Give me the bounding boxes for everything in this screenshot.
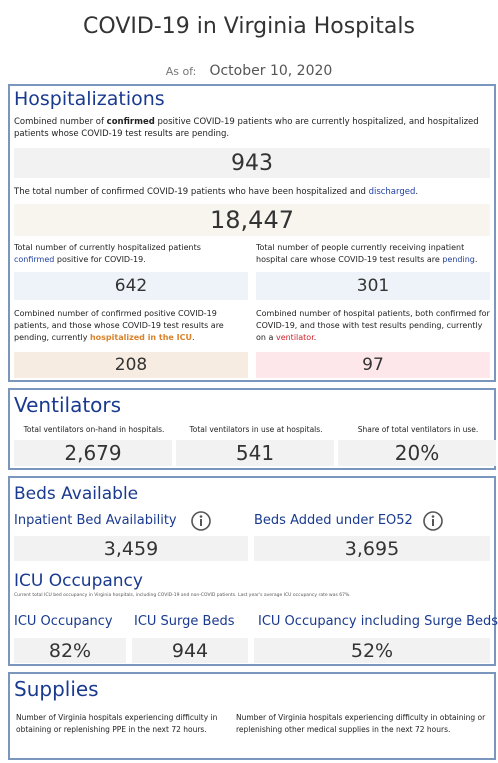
text: ventilator: [275, 333, 314, 342]
text: .: [474, 255, 478, 264]
note: Current total ICU bed occupancy in Virgi…: [14, 593, 351, 598]
value: 301: [256, 272, 490, 300]
text: hospitalized in the ICU: [89, 333, 192, 342]
value: 642: [14, 272, 248, 300]
label: Total ventilators in use at hospitals.: [189, 425, 323, 434]
info-icon[interactable]: [422, 510, 444, 532]
text: Total number of currently hospitalized p…: [14, 243, 201, 252]
text: positive COVID-19 patients who are curre…: [14, 117, 479, 139]
value: 208: [14, 352, 248, 378]
description: Number of Virginia hospitals experiencin…: [236, 713, 486, 734]
value: 944: [132, 638, 248, 663]
value: 52%: [254, 638, 490, 663]
text: .: [192, 333, 195, 342]
value: 541: [176, 440, 334, 466]
value: 18,447: [14, 204, 490, 236]
value: 97: [256, 352, 490, 378]
text: .: [313, 333, 317, 342]
label: Inpatient Bed Availability: [14, 513, 177, 528]
hospitalizations-panel: Hospitalizations Combined number of conf…: [8, 84, 496, 382]
text: The total number of confirmed COVID-19 p…: [14, 187, 369, 197]
description: Total number of people currently receivi…: [256, 242, 490, 266]
description: Combined number of confirmed positive CO…: [14, 308, 250, 344]
label: ICU Occupancy: [14, 614, 113, 629]
text: discharged: [368, 187, 416, 197]
section-title: Hospitalizations: [14, 88, 165, 110]
date: October 10, 2020: [209, 63, 333, 79]
text: Combined number of hospital patients, bo…: [256, 309, 490, 342]
description: Number of Virginia hospitals experiencin…: [16, 713, 218, 734]
description: Total number of currently hospitalized p…: [14, 242, 239, 266]
page-title: COVID-19 in Virginia Hospitals: [83, 14, 415, 39]
label: ICU Surge Beds: [134, 614, 235, 629]
text: Combined number of: [14, 117, 107, 127]
text: pending: [442, 255, 475, 264]
value: 2,679: [14, 440, 172, 466]
section-title: Supplies: [14, 677, 99, 701]
label: Beds Added under EO52: [254, 513, 413, 528]
description: The total number of confirmed COVID-19 p…: [14, 186, 484, 198]
text: positive for COVID-19.: [54, 255, 146, 264]
description: Combined number of hospital patients, bo…: [256, 308, 492, 344]
text: Combined number of confirmed positive CO…: [14, 309, 224, 342]
ventilators-panel: Ventilators Total ventilators on-hand in…: [8, 388, 496, 470]
label: ICU Occupancy including Surge Beds: [258, 614, 498, 629]
text: Total number of people currently receivi…: [256, 243, 465, 264]
text: confirmed: [14, 255, 55, 264]
text: confirmed: [106, 117, 155, 127]
label: Total ventilators on-hand in hospitals.: [23, 425, 165, 434]
value: 82%: [14, 638, 126, 663]
info-icon[interactable]: [190, 510, 212, 532]
supplies-panel: Supplies Number of Virginia hospitals ex…: [8, 672, 496, 760]
value: 943: [14, 148, 490, 178]
value: 3,459: [14, 536, 248, 561]
as-of: As of: October 10, 2020: [0, 60, 498, 79]
as-of-label: As of:: [165, 65, 197, 78]
section-title: ICU Occupancy: [14, 571, 143, 591]
description: Combined number of confirmed positive CO…: [14, 116, 484, 140]
beds-panel: Beds Available Inpatient Bed Availabilit…: [8, 476, 498, 666]
value: 20%: [338, 440, 496, 466]
text: .: [415, 187, 419, 197]
section-title: Ventilators: [14, 393, 122, 417]
section-title: Beds Available: [14, 484, 139, 504]
value: 3,695: [254, 536, 490, 561]
label: Share of total ventilators in use.: [357, 425, 479, 434]
